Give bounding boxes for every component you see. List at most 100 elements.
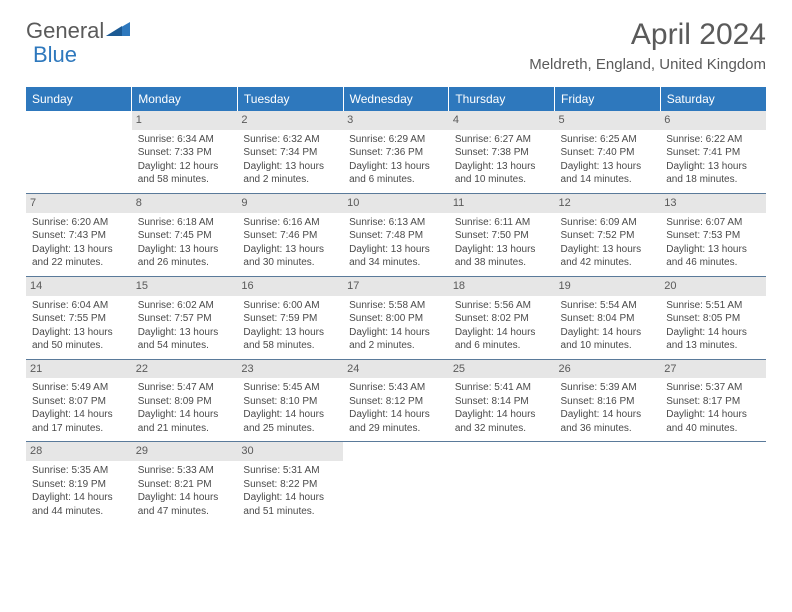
sunset-line: Sunset: 7:48 PM: [349, 229, 443, 243]
sunset-line: Sunset: 8:17 PM: [666, 395, 760, 409]
day-number: 7: [26, 194, 132, 213]
calendar-cell: 18Sunrise: 5:56 AMSunset: 8:02 PMDayligh…: [449, 276, 555, 359]
day-number: 10: [343, 194, 449, 213]
weekday-header: Wednesday: [343, 87, 449, 111]
sunrise-line: Sunrise: 6:18 AM: [138, 216, 232, 230]
sunrise-line: Sunrise: 5:56 AM: [455, 299, 549, 313]
weekday-header: Thursday: [449, 87, 555, 111]
weekday-header: Saturday: [660, 87, 766, 111]
daylight-line: Daylight: 14 hours and 36 minutes.: [561, 408, 655, 435]
calendar-cell: 5Sunrise: 6:25 AMSunset: 7:40 PMDaylight…: [555, 111, 661, 193]
sunrise-line: Sunrise: 5:33 AM: [138, 464, 232, 478]
day-number: 2: [237, 111, 343, 130]
daylight-line: Daylight: 13 hours and 26 minutes.: [138, 243, 232, 270]
calendar-table: SundayMondayTuesdayWednesdayThursdayFrid…: [26, 87, 766, 524]
daylight-line: Daylight: 13 hours and 10 minutes.: [455, 160, 549, 187]
daylight-line: Daylight: 14 hours and 6 minutes.: [455, 326, 549, 353]
sunset-line: Sunset: 7:36 PM: [349, 146, 443, 160]
sunrise-line: Sunrise: 6:04 AM: [32, 299, 126, 313]
calendar-body: 1Sunrise: 6:34 AMSunset: 7:33 PMDaylight…: [26, 111, 766, 524]
daylight-line: Daylight: 13 hours and 50 minutes.: [32, 326, 126, 353]
weekday-header: Friday: [555, 87, 661, 111]
sunset-line: Sunset: 8:22 PM: [243, 478, 337, 492]
daylight-line: Daylight: 13 hours and 6 minutes.: [349, 160, 443, 187]
day-number: 25: [449, 360, 555, 379]
logo-word2: Blue: [33, 42, 77, 67]
calendar-cell: 15Sunrise: 6:02 AMSunset: 7:57 PMDayligh…: [132, 276, 238, 359]
sunrise-line: Sunrise: 5:47 AM: [138, 381, 232, 395]
calendar-cell: 11Sunrise: 6:11 AMSunset: 7:50 PMDayligh…: [449, 193, 555, 276]
day-number: 17: [343, 277, 449, 296]
sunrise-line: Sunrise: 6:32 AM: [243, 133, 337, 147]
day-number: 13: [660, 194, 766, 213]
calendar-cell: 14Sunrise: 6:04 AMSunset: 7:55 PMDayligh…: [26, 276, 132, 359]
sunset-line: Sunset: 7:53 PM: [666, 229, 760, 243]
day-number: 30: [237, 442, 343, 461]
sunrise-line: Sunrise: 5:37 AM: [666, 381, 760, 395]
daylight-line: Daylight: 14 hours and 29 minutes.: [349, 408, 443, 435]
calendar-cell: 21Sunrise: 5:49 AMSunset: 8:07 PMDayligh…: [26, 359, 132, 442]
sunset-line: Sunset: 8:00 PM: [349, 312, 443, 326]
daylight-line: Daylight: 13 hours and 18 minutes.: [666, 160, 760, 187]
sunrise-line: Sunrise: 6:20 AM: [32, 216, 126, 230]
calendar-cell: 26Sunrise: 5:39 AMSunset: 8:16 PMDayligh…: [555, 359, 661, 442]
daylight-line: Daylight: 14 hours and 2 minutes.: [349, 326, 443, 353]
sunset-line: Sunset: 8:16 PM: [561, 395, 655, 409]
sunrise-line: Sunrise: 6:29 AM: [349, 133, 443, 147]
calendar-cell: 29Sunrise: 5:33 AMSunset: 8:21 PMDayligh…: [132, 442, 238, 524]
day-number: 22: [132, 360, 238, 379]
day-number: 6: [660, 111, 766, 130]
calendar-cell: [660, 442, 766, 524]
sunset-line: Sunset: 7:57 PM: [138, 312, 232, 326]
sunset-line: Sunset: 7:52 PM: [561, 229, 655, 243]
sunset-line: Sunset: 8:05 PM: [666, 312, 760, 326]
daylight-line: Daylight: 14 hours and 21 minutes.: [138, 408, 232, 435]
sunset-line: Sunset: 8:07 PM: [32, 395, 126, 409]
sunrise-line: Sunrise: 5:41 AM: [455, 381, 549, 395]
day-number: 29: [132, 442, 238, 461]
daylight-line: Daylight: 13 hours and 30 minutes.: [243, 243, 337, 270]
sunrise-line: Sunrise: 5:58 AM: [349, 299, 443, 313]
logo-word2-wrap: Blue: [33, 42, 77, 68]
sunrise-line: Sunrise: 6:11 AM: [455, 216, 549, 230]
day-number: 20: [660, 277, 766, 296]
sunset-line: Sunset: 7:45 PM: [138, 229, 232, 243]
sunset-line: Sunset: 7:34 PM: [243, 146, 337, 160]
daylight-line: Daylight: 13 hours and 42 minutes.: [561, 243, 655, 270]
sunrise-line: Sunrise: 5:43 AM: [349, 381, 443, 395]
calendar-cell: [449, 442, 555, 524]
calendar-cell: 30Sunrise: 5:31 AMSunset: 8:22 PMDayligh…: [237, 442, 343, 524]
sunrise-line: Sunrise: 5:31 AM: [243, 464, 337, 478]
calendar-cell: [555, 442, 661, 524]
daylight-line: Daylight: 13 hours and 14 minutes.: [561, 160, 655, 187]
day-number: 19: [555, 277, 661, 296]
calendar-cell: 1Sunrise: 6:34 AMSunset: 7:33 PMDaylight…: [132, 111, 238, 193]
sunrise-line: Sunrise: 5:51 AM: [666, 299, 760, 313]
day-number: 12: [555, 194, 661, 213]
day-number: 5: [555, 111, 661, 130]
sunrise-line: Sunrise: 6:16 AM: [243, 216, 337, 230]
day-number: 26: [555, 360, 661, 379]
logo: General: [26, 18, 134, 44]
sunset-line: Sunset: 7:59 PM: [243, 312, 337, 326]
daylight-line: Daylight: 14 hours and 32 minutes.: [455, 408, 549, 435]
daylight-line: Daylight: 14 hours and 10 minutes.: [561, 326, 655, 353]
calendar-cell: 17 Sunrise: 5:58 AMSunset: 8:00 PMDayligh…: [343, 276, 449, 359]
sunrise-line: Sunrise: 5:49 AM: [32, 381, 126, 395]
sunrise-line: Sunrise: 5:35 AM: [32, 464, 126, 478]
sunset-line: Sunset: 7:50 PM: [455, 229, 549, 243]
day-number: 27: [660, 360, 766, 379]
daylight-line: Daylight: 12 hours and 58 minutes.: [138, 160, 232, 187]
day-number: 28: [26, 442, 132, 461]
calendar-cell: [343, 442, 449, 524]
sunrise-line: Sunrise: 6:22 AM: [666, 133, 760, 147]
day-number: 15: [132, 277, 238, 296]
day-number: 1: [132, 111, 238, 130]
logo-triangle-icon: [106, 20, 132, 43]
day-number: 23: [237, 360, 343, 379]
sunset-line: Sunset: 8:19 PM: [32, 478, 126, 492]
weekday-header: Tuesday: [237, 87, 343, 111]
calendar-cell: 16Sunrise: 6:00 AMSunset: 7:59 PMDayligh…: [237, 276, 343, 359]
sunset-line: Sunset: 7:46 PM: [243, 229, 337, 243]
calendar-row: 21Sunrise: 5:49 AMSunset: 8:07 PMDayligh…: [26, 359, 766, 442]
